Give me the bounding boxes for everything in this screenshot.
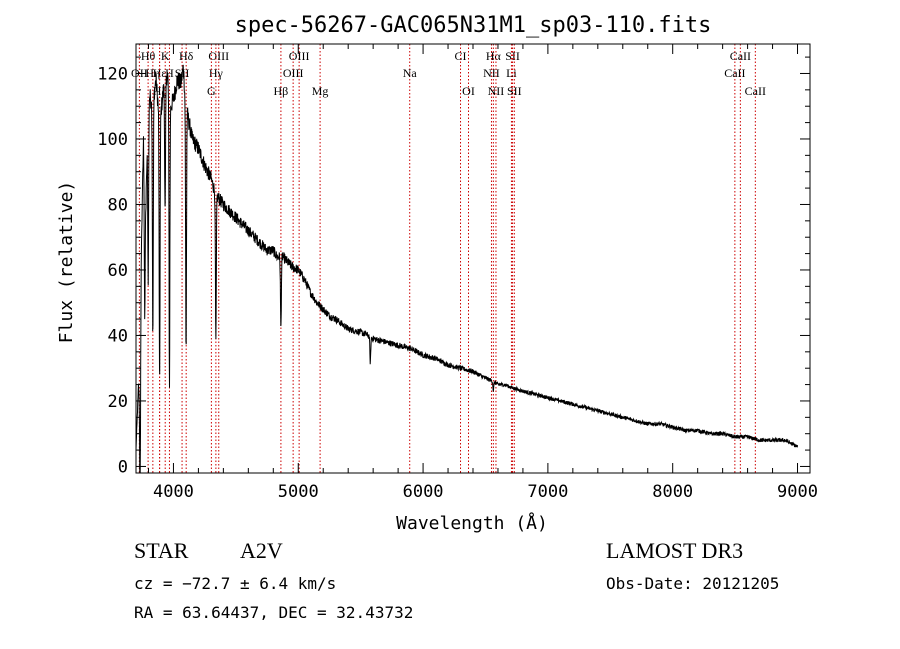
line-marker-label-1: K xyxy=(161,49,170,63)
line-marker-label-24: OI xyxy=(462,84,475,98)
redshift-value: cz = −72.7 ± 6.4 km/s xyxy=(134,574,337,593)
line-marker-label-7: SII xyxy=(505,49,520,63)
x-tick-label-4000: 4000 xyxy=(153,482,194,502)
x-tick-label-9000: 9000 xyxy=(777,482,818,502)
y-tick-label-60: 60 xyxy=(108,261,128,281)
line-marker-label-16: Na xyxy=(403,66,418,80)
line-marker-label-25: NII xyxy=(488,84,505,98)
spectrum-line xyxy=(135,64,798,474)
line-marker-label-19: CaII xyxy=(724,66,745,80)
chart-title: spec-56267-GAC065N31M1_sp03-110.fits xyxy=(235,13,712,38)
survey-name: LAMOST DR3 xyxy=(606,538,744,563)
plot-frame xyxy=(135,43,811,474)
line-marker-label-2: Hδ xyxy=(179,49,194,63)
x-tick-label-7000: 7000 xyxy=(527,482,568,502)
y-tick-label-80: 80 xyxy=(108,195,128,215)
line-marker-label-23: Mg xyxy=(312,84,329,98)
object-subclass: A2V xyxy=(240,538,283,563)
line-marker-label-6: Hα xyxy=(486,49,502,63)
object-class: STAR xyxy=(134,538,189,563)
line-marker-label-21: G xyxy=(207,84,216,98)
line-marker-label-4: OIII xyxy=(289,49,310,63)
line-marker-label-15: OIII xyxy=(283,66,304,80)
x-tick-label-5000: 5000 xyxy=(278,482,319,502)
y-tick-label-100: 100 xyxy=(97,130,128,150)
line-marker-label-3: OIII xyxy=(208,49,229,63)
line-marker-label-5: CI xyxy=(455,49,467,63)
y-tick-label-0: 0 xyxy=(118,457,128,477)
line-marker-label-0: Hθ xyxy=(141,49,156,63)
line-marker-label-26: SII xyxy=(507,84,522,98)
axes: 4000 5000 6000 7000 8000 9000 0 20 40 60 80 100 120 xyxy=(97,43,818,502)
line-marker-label-18: Li xyxy=(506,66,517,80)
y-tick-label-20: 20 xyxy=(108,392,128,412)
line-marker-label-12: H xyxy=(165,66,174,80)
spectrum xyxy=(135,64,798,474)
coordinates: RA = 63.64437, DEC = 32.43732 xyxy=(134,603,414,622)
line-marker-label-14: Hγ xyxy=(209,66,224,80)
y-tick-label-120: 120 xyxy=(97,64,128,84)
x-axis-label: Wavelength (Å) xyxy=(396,512,548,534)
line-marker-label-8: CaII xyxy=(730,49,751,63)
x-tick-label-6000: 6000 xyxy=(403,482,444,502)
y-tick-label-40: 40 xyxy=(108,326,128,346)
y-axis-label: Flux (relative) xyxy=(56,181,77,344)
line-marker-label-17: NII xyxy=(483,66,500,80)
observation-date: Obs-Date: 20121205 xyxy=(606,574,780,593)
line-marker-label-22: Hβ xyxy=(274,84,289,98)
line-marker-label-27: CaII xyxy=(745,84,766,98)
x-tick-label-8000: 8000 xyxy=(652,482,693,502)
